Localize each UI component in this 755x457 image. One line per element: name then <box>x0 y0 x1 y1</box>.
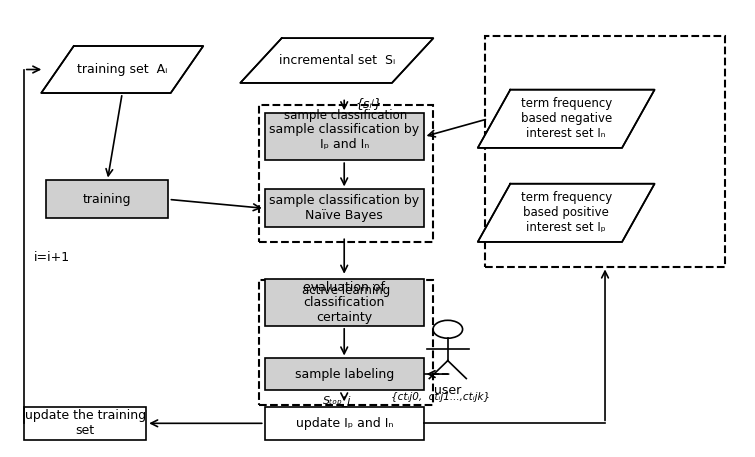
Text: user: user <box>434 384 461 397</box>
Text: sample classification: sample classification <box>285 109 408 122</box>
Polygon shape <box>240 38 433 83</box>
Text: i=i+1: i=i+1 <box>34 251 70 264</box>
Bar <box>259 106 433 242</box>
Bar <box>24 407 146 440</box>
Text: {ctᵢj0,  ctᵢj1...,ctᵢjk}: {ctᵢj0, ctᵢj1...,ctᵢjk} <box>391 392 490 402</box>
Text: update the training
set: update the training set <box>25 409 146 437</box>
Bar <box>265 189 424 228</box>
Text: term frequency
based positive
interest set Iₚ: term frequency based positive interest s… <box>520 191 612 234</box>
Bar <box>259 280 433 405</box>
Text: sample classification by
Naïve Bayes: sample classification by Naïve Bayes <box>269 194 419 223</box>
Bar <box>265 358 424 390</box>
Polygon shape <box>42 46 203 93</box>
Text: active learning: active learning <box>302 284 390 297</box>
Bar <box>265 279 424 326</box>
Text: incremental set  Sᵢ: incremental set Sᵢ <box>279 54 395 67</box>
Text: evaluation of
classification
certainty: evaluation of classification certainty <box>304 281 385 324</box>
Polygon shape <box>478 184 655 242</box>
Text: update Iₚ and Iₙ: update Iₚ and Iₙ <box>295 417 393 430</box>
Text: Sₜₒₚ_i: Sₜₒₚ_i <box>322 395 351 406</box>
Bar <box>265 407 424 440</box>
Text: term frequency
based negative
interest set Iₙ: term frequency based negative interest s… <box>520 97 612 140</box>
Text: training set  Aᵢ: training set Aᵢ <box>77 63 168 76</box>
Text: training: training <box>83 193 131 206</box>
Polygon shape <box>478 90 655 148</box>
Bar <box>265 113 424 160</box>
Bar <box>46 181 168 218</box>
Text: {sᵢʲ}: {sᵢʲ} <box>356 97 382 111</box>
Text: sample labeling: sample labeling <box>294 367 394 381</box>
Text: sample classification by
Iₚ and Iₙ: sample classification by Iₚ and Iₙ <box>269 122 419 151</box>
Bar <box>485 36 726 266</box>
